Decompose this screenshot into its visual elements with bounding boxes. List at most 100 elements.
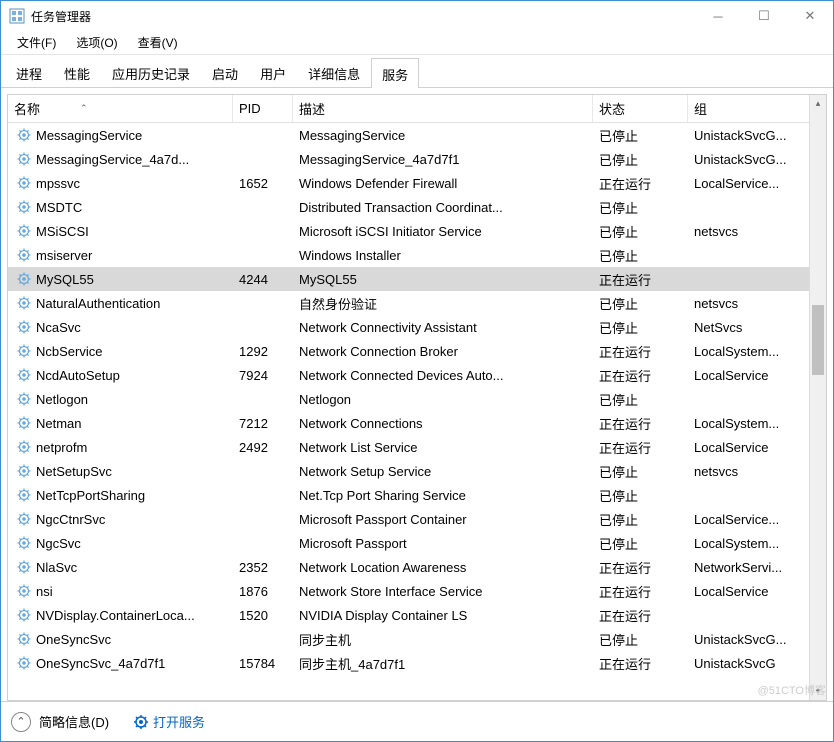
col-name[interactable]: 名称⌃ [8, 95, 233, 122]
service-pid: 4244 [233, 270, 293, 289]
service-status: 已停止 [593, 220, 688, 243]
services-table: 名称⌃ PID 描述 状态 组 MessagingServiceMessagin… [7, 94, 827, 701]
service-row[interactable]: OneSyncSvc同步主机已停止UnistackSvcG... [8, 627, 826, 651]
service-row[interactable]: MessagingServiceMessagingService已停止Unist… [8, 123, 826, 147]
service-row[interactable]: OneSyncSvc_4a7d7f115784同步主机_4a7d7f1正在运行U… [8, 651, 826, 675]
service-row[interactable]: MySQL554244MySQL55正在运行 [8, 267, 826, 291]
service-status: 已停止 [593, 484, 688, 507]
service-desc: Network Store Interface Service [293, 582, 593, 601]
service-name: MSiSCSI [36, 224, 89, 239]
service-group: NetSvcs [688, 318, 826, 337]
sort-indicator-icon: ⌃ [80, 103, 88, 114]
service-desc: 同步主机 [293, 628, 593, 651]
service-desc: Network Location Awareness [293, 558, 593, 577]
service-pid [233, 469, 293, 473]
col-desc[interactable]: 描述 [293, 95, 593, 122]
service-status: 已停止 [593, 292, 688, 315]
service-row[interactable]: MSiSCSI Microsoft iSCSI Initiator Service… [8, 219, 826, 243]
service-row[interactable]: NcaSvcNetwork Connectivity Assistant已停止N… [8, 315, 826, 339]
service-row[interactable]: NVDisplay.ContainerLoca...1520NVIDIA Dis… [8, 603, 826, 627]
fewer-details-icon[interactable]: ⌃ [11, 712, 31, 732]
service-row[interactable]: mpssvc1652Windows Defender Firewall正在运行L… [8, 171, 826, 195]
service-desc: MessagingService_4a7d7f1 [293, 150, 593, 169]
vertical-scrollbar[interactable]: ▴ ▾ [809, 95, 826, 700]
service-pid [233, 325, 293, 329]
col-group[interactable]: 组 [688, 95, 826, 122]
service-pid: 7924 [233, 366, 293, 385]
service-row[interactable]: NlaSvc2352Network Location Awareness正在运行… [8, 555, 826, 579]
menu-view[interactable]: 查看(V) [128, 32, 188, 53]
col-pid[interactable]: PID [233, 95, 293, 122]
service-row[interactable]: MSDTCDistributed Transaction Coordinat..… [8, 195, 826, 219]
service-row[interactable]: NetTcpPortSharingNet.Tcp Port Sharing Se… [8, 483, 826, 507]
service-group: LocalService... [688, 510, 826, 529]
service-name: nsi [36, 584, 53, 599]
service-row[interactable]: NcdAutoSetup7924Network Connected Device… [8, 363, 826, 387]
tab-0[interactable]: 进程 [5, 57, 53, 87]
scroll-thumb[interactable] [812, 305, 824, 375]
service-row[interactable]: NetlogonNetlogon已停止 [8, 387, 826, 411]
service-desc: 自然身份验证 [293, 292, 593, 315]
service-name: NcaSvc [36, 320, 81, 335]
tab-3[interactable]: 启动 [201, 57, 249, 87]
service-name: MySQL55 [36, 272, 94, 287]
service-group [688, 613, 826, 617]
service-status: 已停止 [593, 628, 688, 651]
service-desc: Microsoft iSCSI Initiator Service [293, 222, 593, 241]
service-pid [233, 301, 293, 305]
service-row[interactable]: NgcSvcMicrosoft Passport已停止LocalSystem..… [8, 531, 826, 555]
maximize-button[interactable]: ☐ [741, 1, 787, 31]
service-name: NcdAutoSetup [36, 368, 120, 383]
service-status: 已停止 [593, 148, 688, 171]
service-pid [233, 157, 293, 161]
service-status: 已停止 [593, 244, 688, 267]
service-group [688, 397, 826, 401]
service-desc: Distributed Transaction Coordinat... [293, 198, 593, 217]
service-row[interactable]: msiserverWindows Installer已停止 [8, 243, 826, 267]
service-status: 正在运行 [593, 340, 688, 363]
services-icon [133, 714, 149, 730]
service-group [688, 253, 826, 257]
service-group: UnistackSvcG... [688, 150, 826, 169]
tab-2[interactable]: 应用历史记录 [101, 57, 201, 87]
service-row[interactable]: NcbService1292Network Connection Broker正… [8, 339, 826, 363]
service-status: 正在运行 [593, 580, 688, 603]
titlebar: 任务管理器 ─ ☐ ✕ [1, 1, 833, 31]
tab-6[interactable]: 服务 [371, 58, 419, 88]
table-header: 名称⌃ PID 描述 状态 组 [8, 95, 826, 123]
service-group: NetworkServi... [688, 558, 826, 577]
service-pid: 1876 [233, 582, 293, 601]
service-group: LocalSystem... [688, 342, 826, 361]
close-button[interactable]: ✕ [787, 1, 833, 31]
scroll-up-icon[interactable]: ▴ [810, 95, 826, 112]
service-row[interactable]: netprofm2492Network List Service正在运行Loca… [8, 435, 826, 459]
service-row[interactable]: NgcCtnrSvcMicrosoft Passport Container已停… [8, 507, 826, 531]
service-status: 已停止 [593, 196, 688, 219]
service-status: 正在运行 [593, 364, 688, 387]
menu-options[interactable]: 选项(O) [66, 32, 127, 53]
service-status: 正在运行 [593, 268, 688, 291]
service-row[interactable]: MessagingService_4a7d...MessagingService… [8, 147, 826, 171]
col-status[interactable]: 状态 [593, 95, 688, 122]
service-row[interactable]: NaturalAuthentication 自然身份验证已停止netsvcs [8, 291, 826, 315]
fewer-details-label[interactable]: 简略信息(D) [39, 712, 109, 731]
menu-file[interactable]: 文件(F) [7, 32, 66, 53]
service-group: netsvcs [688, 294, 826, 313]
service-desc: Windows Defender Firewall [293, 174, 593, 193]
minimize-button[interactable]: ─ [695, 1, 741, 31]
service-name: NgcSvc [36, 536, 81, 551]
service-desc: Microsoft Passport [293, 534, 593, 553]
open-services-link[interactable]: 打开服务 [133, 712, 205, 731]
tab-5[interactable]: 详细信息 [297, 57, 371, 87]
service-pid: 2352 [233, 558, 293, 577]
tab-1[interactable]: 性能 [53, 57, 101, 87]
tab-4[interactable]: 用户 [249, 57, 297, 87]
service-row[interactable]: Netman7212Network Connections正在运行LocalSy… [8, 411, 826, 435]
service-row[interactable]: nsi 1876Network Store Interface Service正在… [8, 579, 826, 603]
service-pid: 1652 [233, 174, 293, 193]
service-name: NaturalAuthentication [36, 296, 160, 311]
tab-strip: 进程性能应用历史记录启动用户详细信息服务 [1, 57, 833, 88]
service-desc: Network Setup Service [293, 462, 593, 481]
service-row[interactable]: NetSetupSvcNetwork Setup Service已停止netsv… [8, 459, 826, 483]
service-desc: MessagingService [293, 126, 593, 145]
